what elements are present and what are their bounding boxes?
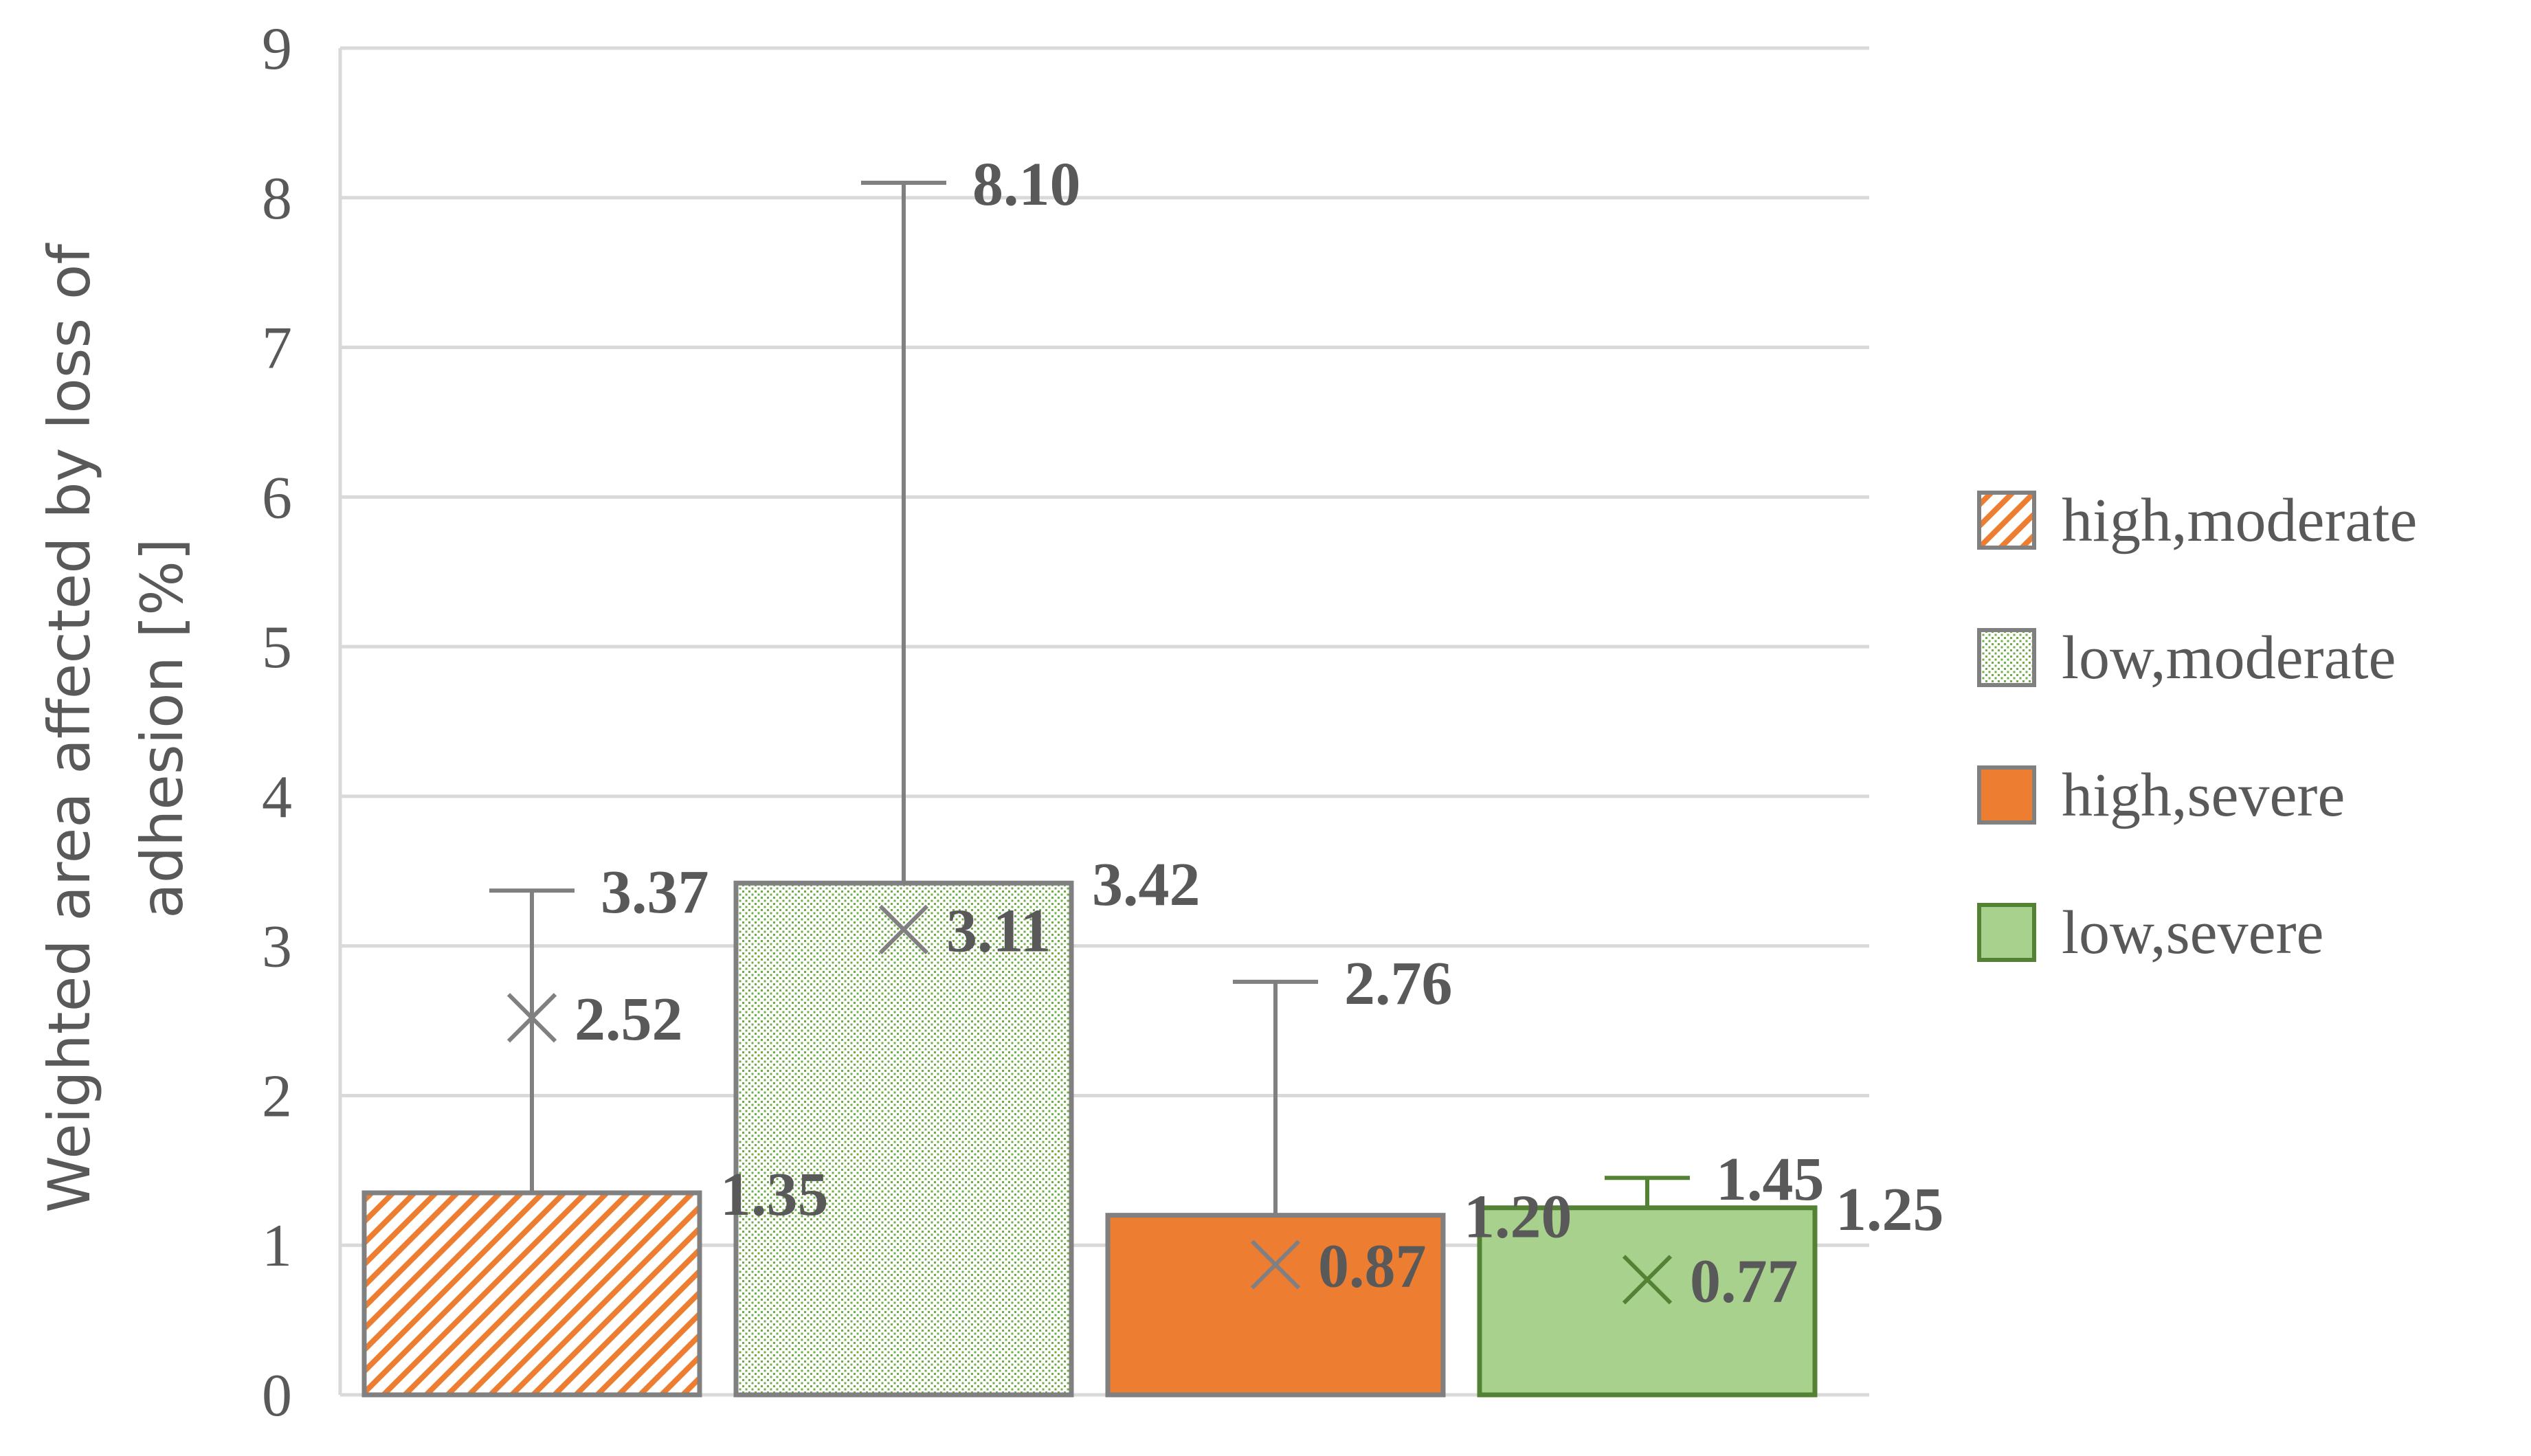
legend-swatch [1977, 903, 2036, 962]
bars [361, 181, 1818, 1398]
mean-marker [878, 904, 929, 954]
legend-swatch [1977, 491, 2036, 550]
value-label: 3.42 [1092, 851, 1201, 919]
y-tick-label: 9 [262, 16, 292, 82]
y-axis: 0 1 2 3 4 5 6 7 8 9 [262, 16, 342, 1429]
legend-label: low,severe [2062, 899, 2324, 967]
bar [1477, 1205, 1818, 1398]
legend-label: high,moderate [2062, 486, 2417, 555]
y-tick-label: 0 [262, 1363, 292, 1429]
mean-label: 0.87 [1318, 1233, 1427, 1301]
whisker-label: 3.37 [601, 858, 709, 926]
y-tick-label: 6 [262, 464, 292, 531]
mean-marker [1250, 1240, 1301, 1290]
y-axis-title-line-2: adhesion [%] [129, 538, 196, 919]
legend-label: high,severe [2062, 761, 2345, 829]
whisker-label: 8.10 [972, 150, 1081, 219]
legend-swatch [1977, 765, 2036, 825]
mean-label: 0.77 [1690, 1247, 1798, 1315]
y-tick-label: 5 [262, 614, 292, 681]
value-label: 1.25 [1836, 1176, 1944, 1244]
value-label: 1.35 [720, 1161, 829, 1229]
legend-label: low,moderate [2062, 624, 2396, 692]
y-tick-label: 3 [262, 914, 292, 981]
bar [361, 1190, 702, 1398]
bar [733, 880, 1074, 1398]
mean-marker [1622, 1255, 1673, 1305]
value-label: 1.20 [1464, 1183, 1572, 1251]
bar [1105, 1213, 1446, 1398]
y-tick-label: 8 [262, 166, 292, 232]
whisker-label: 2.76 [1344, 950, 1453, 1018]
legend: high,moderate low,moderate high,severe low,… [1977, 486, 2417, 967]
mean-marker [506, 993, 557, 1043]
mean-label: 3.11 [946, 897, 1051, 965]
y-axis-title-line-1: Weighted area affected by loss of [36, 243, 103, 1213]
y-tick-label: 1 [262, 1213, 292, 1279]
legend-swatch [1977, 628, 2036, 687]
data-labels: 3.37 2.52 1.35 8.10 3.11 3.42 2.76 0.87 1.20 1.45… [575, 150, 1944, 1315]
y-tick-label: 2 [262, 1063, 292, 1130]
mean-label: 2.52 [575, 985, 683, 1053]
y-tick-label: 7 [262, 315, 292, 382]
whisker-label: 1.45 [1716, 1145, 1825, 1213]
y-tick-label: 4 [262, 764, 292, 831]
